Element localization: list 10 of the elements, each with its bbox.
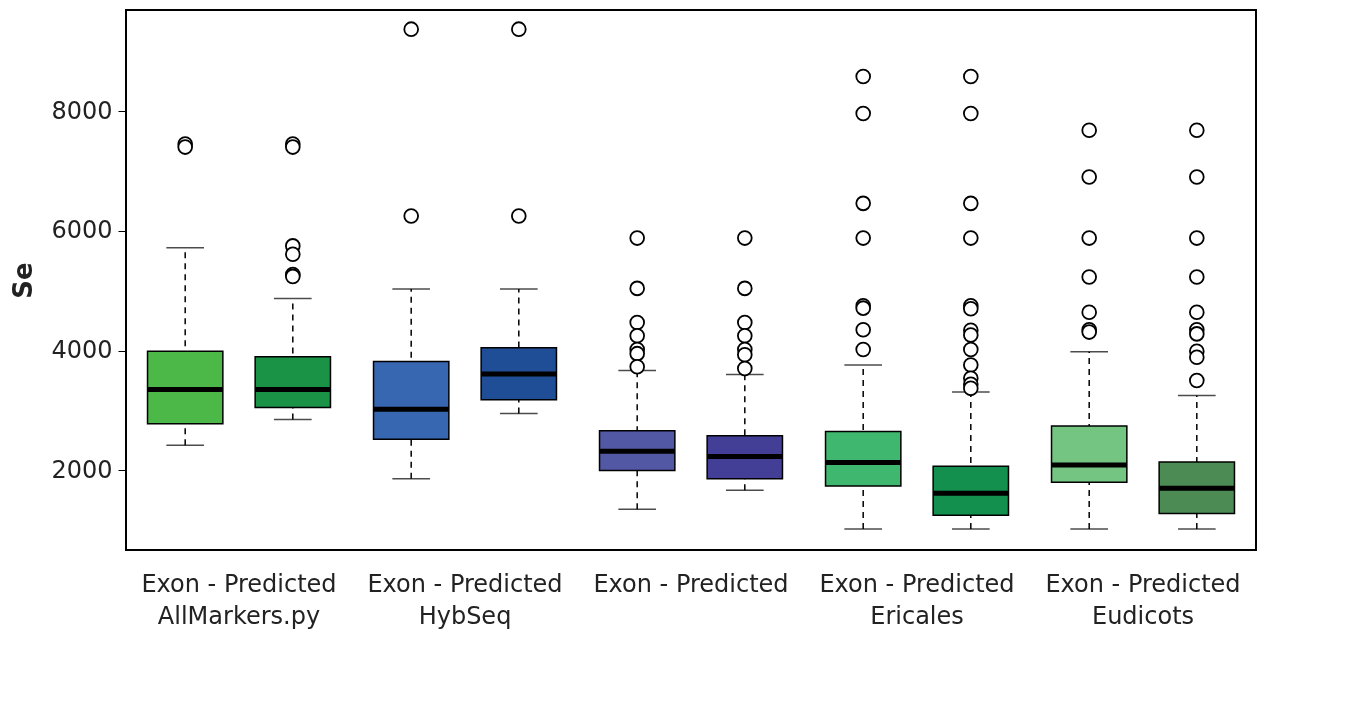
y-tick-label: 4000 bbox=[51, 336, 113, 365]
x-tick-label: Exon - Predicted Eudicots bbox=[1045, 569, 1241, 630]
y-tick-label: 2000 bbox=[51, 455, 113, 484]
y-tick-label: 6000 bbox=[51, 216, 113, 245]
y-tick-label: 8000 bbox=[51, 96, 113, 125]
x-tick-label: Exon - Predicted HybSeq bbox=[367, 569, 563, 630]
y-axis-title: Se bbox=[8, 262, 39, 299]
x-tick-label: Exon - Predicted bbox=[593, 569, 789, 598]
x-tick-label: Exon - Predicted Ericales bbox=[819, 569, 1015, 630]
x-tick-label: Exon - Predicted AllMarkers.py bbox=[141, 569, 337, 630]
